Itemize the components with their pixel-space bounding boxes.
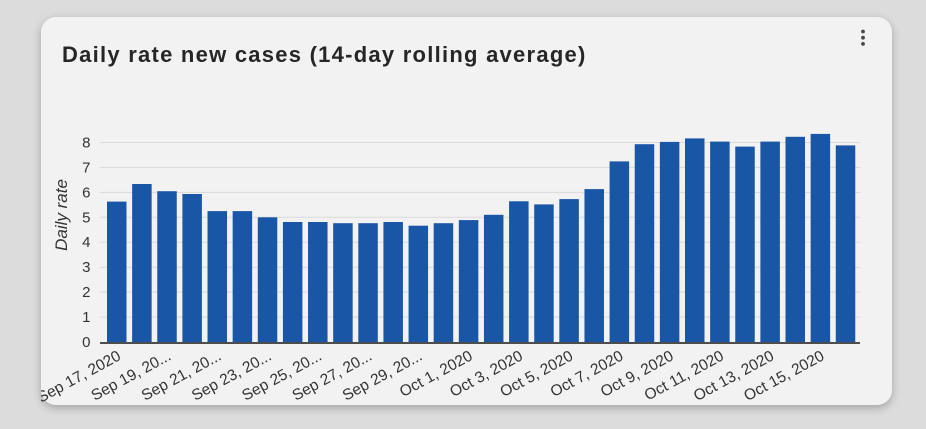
svg-text:0: 0 [82,334,90,351]
svg-text:2: 2 [82,284,90,301]
svg-text:Daily rate: Daily rate [52,179,71,251]
svg-text:1: 1 [82,309,90,326]
svg-text:8: 8 [82,135,90,152]
svg-text:7: 7 [82,159,90,176]
svg-text:3: 3 [82,259,90,276]
svg-text:5: 5 [82,209,90,226]
svg-text:6: 6 [82,184,90,201]
svg-text:4: 4 [82,234,90,251]
